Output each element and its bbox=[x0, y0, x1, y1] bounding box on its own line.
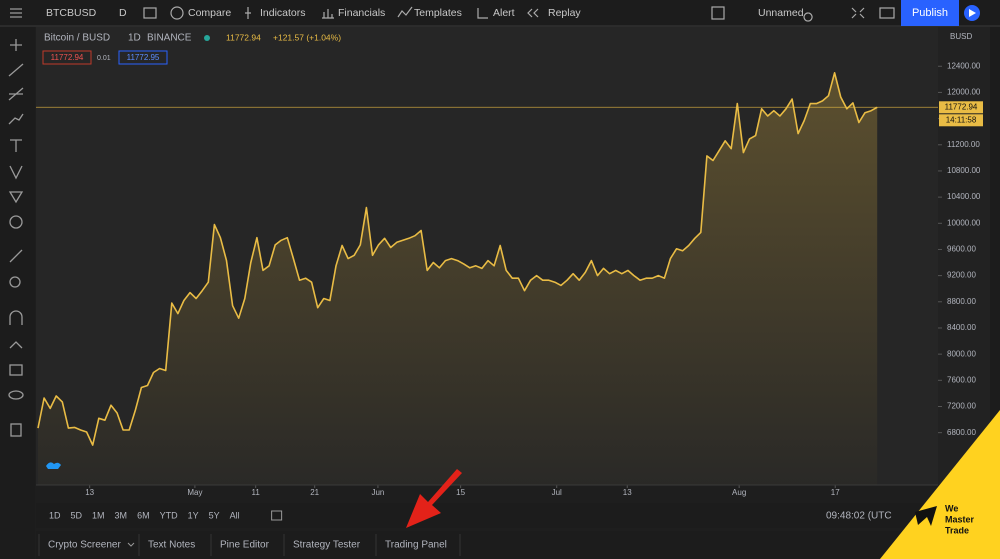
logo-text: Master bbox=[945, 514, 975, 524]
logo-background bbox=[880, 410, 1000, 559]
area-fill bbox=[38, 72, 878, 486]
legend-name: Bitcoin / BUSD bbox=[44, 33, 110, 44]
publish-label[interactable]: Publish bbox=[912, 7, 948, 19]
y-tick-label: 7600.00 bbox=[947, 375, 976, 384]
ask-box[interactable] bbox=[118, 50, 168, 65]
range-button[interactable]: 5Y bbox=[209, 510, 220, 520]
toolbar bbox=[0, 0, 1000, 26]
toolbar-icons bbox=[143, 6, 895, 22]
bid[interactable]: 11772.94 bbox=[51, 53, 84, 62]
y-tick-label: 8400.00 bbox=[947, 323, 976, 332]
y-tick-label: 10800.00 bbox=[947, 166, 981, 175]
symbol[interactable]: BTCBUSD bbox=[46, 7, 97, 19]
last-price-label: 11772.94 bbox=[945, 102, 978, 111]
publish-button[interactable] bbox=[901, 0, 959, 26]
financials[interactable]: Financials bbox=[338, 7, 385, 19]
clock: 09:48:02 (UTC bbox=[826, 511, 892, 522]
y-tick-label: 12000.00 bbox=[947, 88, 981, 97]
bottom-panel bbox=[36, 531, 990, 559]
range-button[interactable]: All bbox=[230, 510, 240, 520]
red-arrow bbox=[406, 469, 462, 528]
y-tick-label: 12400.00 bbox=[947, 61, 981, 70]
y-tick-label: 8800.00 bbox=[947, 297, 976, 306]
date-range-icon bbox=[271, 510, 283, 521]
range-button[interactable]: 3M bbox=[115, 510, 128, 520]
countdown-box bbox=[939, 114, 983, 127]
x-tick-label: Jul bbox=[552, 488, 562, 497]
sidebar-icons bbox=[8, 8, 24, 437]
last-price-box bbox=[939, 101, 983, 114]
replay[interactable]: Replay bbox=[548, 7, 581, 19]
x-tick-label: 17 bbox=[831, 488, 840, 497]
x-tick-label: 11 bbox=[252, 488, 261, 497]
range-button[interactable]: 5D bbox=[71, 510, 83, 520]
tab-caret bbox=[127, 542, 135, 547]
range-button[interactable]: YTD bbox=[160, 510, 179, 520]
price-line bbox=[37, 72, 878, 446]
indicators[interactable]: Indicators bbox=[260, 7, 306, 19]
right-sidebar bbox=[990, 27, 1000, 559]
legend-price: 11772.94 bbox=[226, 32, 261, 42]
y-tick-label: 9600.00 bbox=[947, 245, 976, 254]
compare[interactable]: Compare bbox=[188, 7, 231, 19]
layout-name[interactable]: Unnamed bbox=[758, 7, 804, 19]
panel-tab[interactable]: Pine Editor bbox=[220, 540, 270, 551]
logo-mark bbox=[915, 506, 937, 526]
x-tick-label: Aug bbox=[732, 488, 746, 497]
x-tick-label: 13 bbox=[623, 488, 632, 497]
x-tick-label: Jun bbox=[371, 488, 384, 497]
range-bar bbox=[36, 503, 938, 528]
tv-logo bbox=[46, 462, 61, 469]
x-tick-label: 15 bbox=[456, 488, 465, 497]
bid-box[interactable] bbox=[42, 50, 92, 65]
logo-text: We bbox=[945, 503, 958, 513]
play-icon bbox=[969, 9, 976, 17]
range-button[interactable]: 1M bbox=[92, 510, 105, 520]
alert[interactable]: Alert bbox=[493, 7, 515, 19]
y-tick-label: 8000.00 bbox=[947, 349, 976, 358]
currency: BUSD bbox=[950, 32, 972, 41]
x-tick-label: May bbox=[187, 488, 202, 497]
panel-tab[interactable]: Trading Panel bbox=[385, 540, 447, 551]
legend-interval: 1D bbox=[128, 33, 141, 44]
interval[interactable]: D bbox=[119, 7, 127, 19]
panel-tab[interactable]: Strategy Tester bbox=[293, 540, 361, 551]
x-tick-label: 13 bbox=[85, 488, 94, 497]
legend-exchange: BINANCE bbox=[147, 33, 192, 44]
y-tick-label: 10000.00 bbox=[947, 218, 981, 227]
x-tick-label: 21 bbox=[310, 488, 319, 497]
range-button[interactable]: 6M bbox=[137, 510, 150, 520]
status-dot bbox=[204, 35, 210, 41]
ask[interactable]: 11772.95 bbox=[127, 53, 160, 62]
logo-text: Trade bbox=[945, 525, 969, 535]
legend-change: +121.57 (+1.04%) bbox=[273, 32, 341, 42]
y-tick-label: 9200.00 bbox=[947, 271, 976, 280]
left-sidebar bbox=[0, 27, 35, 559]
panel-tab[interactable]: Text Notes bbox=[148, 540, 195, 551]
y-tick-label: 6800.00 bbox=[947, 428, 976, 437]
range-button[interactable]: 1Y bbox=[188, 510, 199, 520]
spread: 0.01 bbox=[97, 55, 111, 62]
y-tick-label: 10400.00 bbox=[947, 192, 981, 201]
templates[interactable]: Templates bbox=[414, 7, 462, 19]
y-tick-label: 11200.00 bbox=[947, 140, 980, 149]
panel-tab[interactable]: Crypto Screener bbox=[48, 540, 121, 551]
range-button[interactable]: 1D bbox=[49, 510, 61, 520]
countdown: 14:11:58 bbox=[946, 115, 977, 124]
y-tick-label: 7200.00 bbox=[947, 402, 976, 411]
